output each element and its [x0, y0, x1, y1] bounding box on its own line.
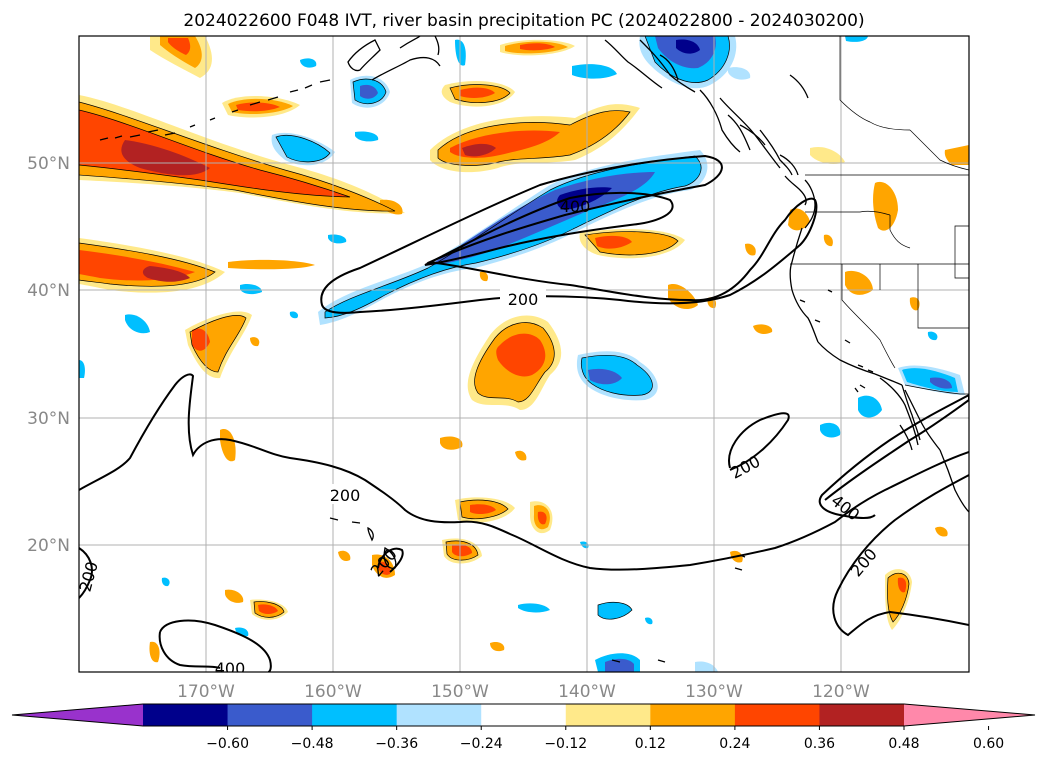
contour-label-200-west: 200: [76, 559, 102, 593]
colorbar-segment: [565, 704, 651, 726]
colorbar-segment: [734, 704, 820, 726]
colorbar-segment: [819, 704, 905, 726]
coastlines: [99, 36, 969, 663]
lat-label-50n: 50°N: [27, 154, 70, 174]
colorbar-tick-label: 0.36: [804, 736, 835, 752]
ivt-contour-ar-400: [424, 191, 674, 266]
colorbar-tick-label: 0.24: [719, 736, 750, 752]
lon-label-130w: 130°W: [685, 682, 743, 702]
lon-label-160w: 160°W: [304, 682, 362, 702]
contour-label-200-subtropical: 200: [330, 486, 361, 505]
lon-label-140w: 140°W: [558, 682, 616, 702]
ivt-contour-subtropical-200: [79, 373, 969, 571]
longitude-axis: 170°W 160°W 150°W 140°W 130°W 120°W: [177, 682, 870, 702]
colorbar-tick-label: −0.12: [544, 736, 587, 752]
colorbar-tick-label: −0.48: [291, 736, 334, 752]
colorbar: −0.60 −0.48 −0.36 −0.24 −0.12 0.12 0.24 0.36 0.4…: [11, 703, 1036, 752]
lon-label-120w: 120°W: [812, 682, 870, 702]
colorbar-segment: [650, 704, 736, 726]
colorbar-tick-label: 0.60: [973, 736, 1004, 752]
figure-title: 2024022600 F048 IVT, river basin precipi…: [183, 11, 864, 31]
lat-label-40n: 40°N: [27, 281, 70, 301]
contour-label-400-ar: 400: [560, 197, 591, 216]
lon-label-170w: 170°W: [177, 682, 235, 702]
colorbar-tick-label: 0.48: [888, 736, 919, 752]
colorbar-segment: [143, 704, 229, 726]
colorbar-extend-max: [904, 704, 1035, 726]
map-content: 400 200 200 200 200 200 400 400 200: [76, 36, 969, 678]
colorbar-segment: [481, 704, 567, 726]
colorbar-tick-label: −0.60: [206, 736, 249, 752]
colorbar-tick-label: −0.24: [460, 736, 503, 752]
political-borders: [790, 36, 969, 395]
contour-label-200-ar: 200: [508, 290, 539, 309]
ivt-contour-ar-200: [320, 154, 818, 314]
colorbar-extend-min: [12, 704, 143, 726]
colorbar-segment: [227, 704, 313, 726]
gridlines: [79, 36, 969, 672]
colorbar-tick-label: −0.36: [375, 736, 418, 752]
negative-precip-blobs: [79, 36, 965, 672]
lat-label-30n: 30°N: [27, 409, 70, 429]
lon-label-150w: 150°W: [431, 682, 489, 702]
colorbar-segment: [312, 704, 398, 726]
colorbar-tick-label: 0.12: [635, 736, 666, 752]
contour-label-400-sw: 400: [215, 659, 246, 678]
colorbar-segment: [396, 704, 482, 726]
ivt-contour-400-sw: [159, 619, 272, 672]
lat-label-20n: 20°N: [27, 536, 70, 556]
latitude-axis: 50°N 40°N 30°N 20°N: [27, 154, 70, 556]
map-frame: [78, 35, 970, 673]
colorbar-outline: [11, 703, 1036, 727]
